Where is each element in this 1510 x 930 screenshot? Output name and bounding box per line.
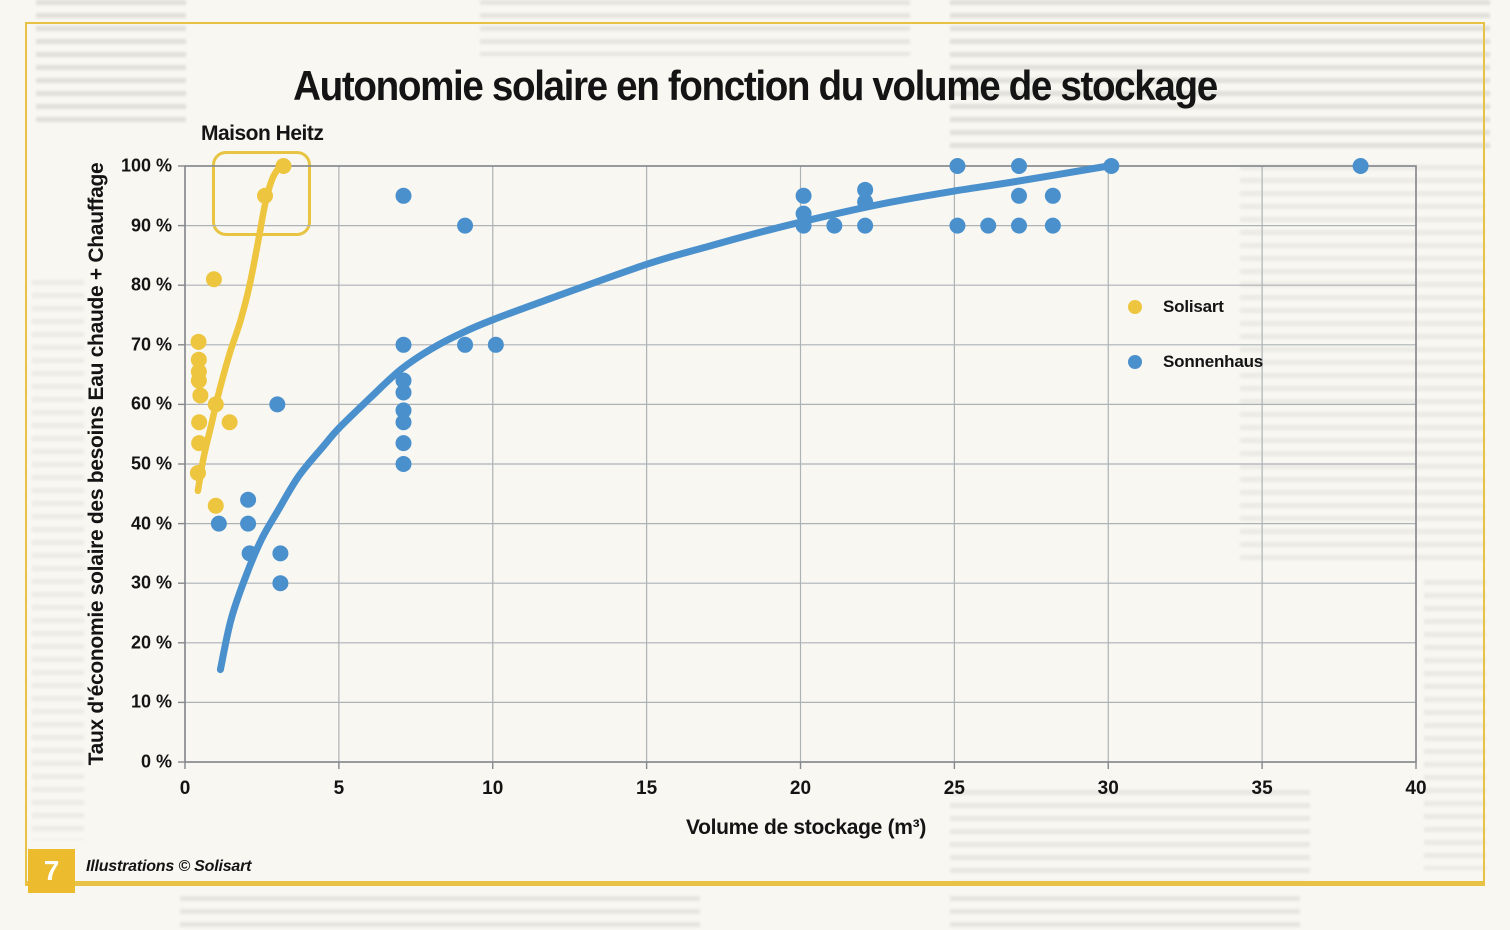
solisart-dot-icon (1128, 300, 1142, 314)
y-tick-label: 80 % (130, 274, 172, 295)
page-number-badge: 7 (28, 849, 75, 893)
y-tick-label: 30 % (130, 572, 172, 593)
y-tick-label: 90 % (130, 215, 172, 236)
y-tick-label: 70 % (130, 334, 172, 355)
page-frame-border (25, 22, 1485, 886)
legend-label-sonnenhaus: Sonnenhaus (1163, 352, 1264, 371)
x-tick-label: 40 (1405, 778, 1427, 799)
y-axis-title: Taux d'économie solaire des besoins Eau … (85, 162, 108, 766)
x-tick-label: 30 (1097, 778, 1119, 799)
legend-item-sonnenhaus: Sonnenhaus (1128, 351, 1263, 373)
x-axis-title: Volume de stockage (m³) (685, 816, 927, 839)
chart-title: Autonomie solaire en fonction du volume … (293, 62, 1218, 109)
x-tick-label: 35 (1251, 778, 1273, 799)
y-tick-label: 50 % (130, 453, 172, 474)
illustration-credit: Illustrations © Solisart (86, 858, 252, 875)
legend-label-solisart: Solisart (1163, 297, 1224, 316)
x-tick-label: 20 (789, 778, 812, 799)
x-tick-label: 15 (636, 778, 658, 799)
x-tick-label: 0 (179, 778, 191, 799)
x-tick-label: 10 (482, 778, 504, 799)
legend-item-solisart: Solisart (1128, 296, 1263, 318)
y-tick-label: 40 % (130, 513, 172, 534)
x-tick-label: 5 (333, 778, 345, 799)
y-tick-label: 100 % (120, 155, 172, 176)
y-tick-label: 10 % (130, 691, 172, 712)
y-tick-label: 0 % (140, 751, 172, 772)
y-tick-label: 60 % (130, 393, 172, 414)
y-tick-label: 20 % (130, 632, 172, 653)
sonnenhaus-dot-icon (1128, 355, 1142, 369)
x-tick-label: 25 (943, 778, 965, 799)
chart-legend: Solisart Sonnenhaus (1128, 296, 1263, 406)
annotation-maison-heitz-label: Maison Heitz (201, 122, 324, 145)
